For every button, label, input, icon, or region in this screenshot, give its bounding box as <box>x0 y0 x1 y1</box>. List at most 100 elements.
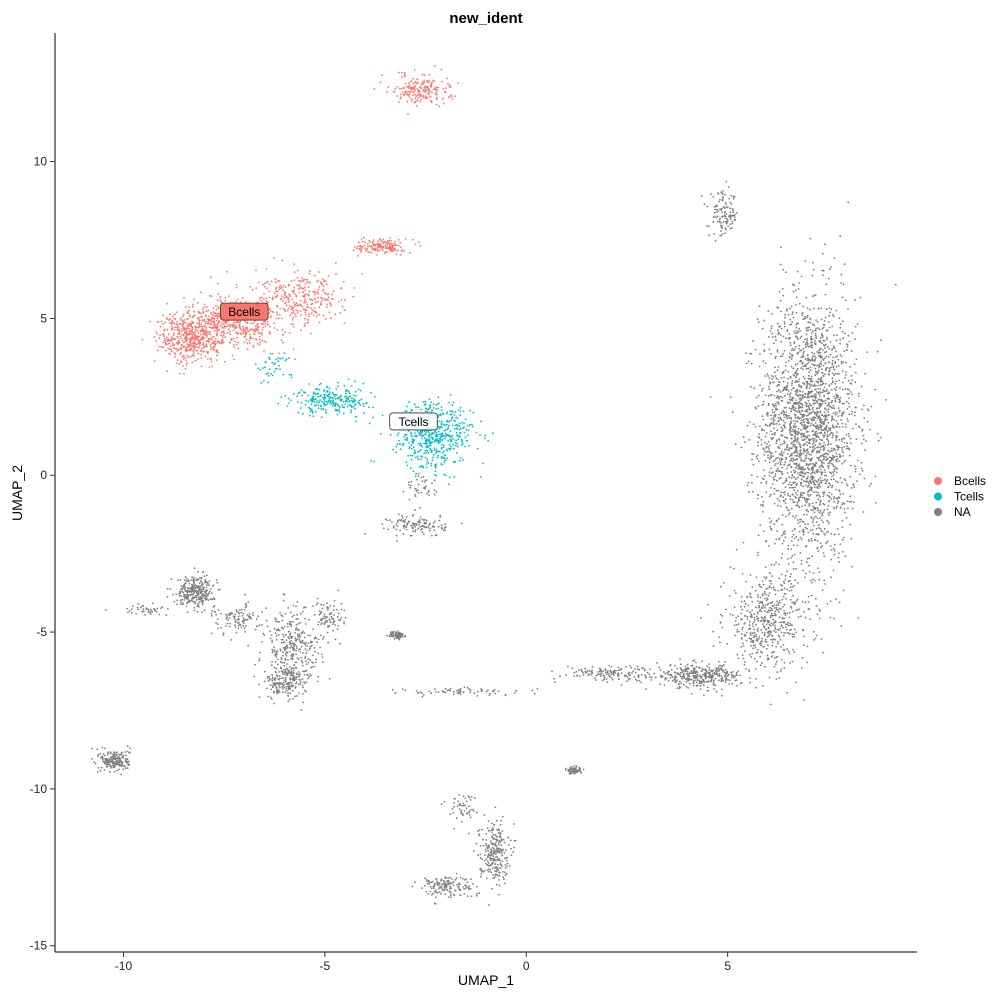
point <box>290 674 292 677</box>
point <box>784 421 786 424</box>
point <box>841 422 844 425</box>
point <box>814 434 817 437</box>
point <box>793 424 795 427</box>
point <box>334 638 337 641</box>
point <box>833 553 836 556</box>
point <box>799 452 802 454</box>
point <box>125 754 127 757</box>
point <box>277 663 279 666</box>
point <box>693 659 696 662</box>
point <box>750 385 752 388</box>
point <box>291 635 294 638</box>
point <box>437 525 440 528</box>
point <box>707 671 710 674</box>
point <box>334 624 336 626</box>
point <box>744 602 747 605</box>
point <box>429 527 432 530</box>
point <box>828 348 830 350</box>
point <box>825 459 828 461</box>
point <box>720 665 722 667</box>
point <box>792 420 795 422</box>
point <box>823 508 826 511</box>
point <box>830 493 833 496</box>
point <box>452 693 455 696</box>
point <box>758 433 761 435</box>
point <box>720 209 723 212</box>
point <box>792 283 794 286</box>
point <box>780 631 783 634</box>
point <box>723 664 725 666</box>
point <box>759 620 762 622</box>
point <box>781 396 784 399</box>
point <box>812 406 814 409</box>
point <box>210 612 213 615</box>
point <box>297 683 300 685</box>
point <box>820 376 823 379</box>
point <box>273 702 276 705</box>
point <box>824 362 827 364</box>
point <box>702 679 705 681</box>
point <box>796 501 799 504</box>
point <box>235 609 238 611</box>
point <box>784 493 786 496</box>
point <box>784 502 787 505</box>
point <box>760 601 763 603</box>
point <box>775 442 778 445</box>
point <box>838 409 841 412</box>
point <box>814 580 816 582</box>
point <box>823 427 826 430</box>
point <box>824 419 826 422</box>
point <box>151 602 154 605</box>
point <box>764 451 767 453</box>
point <box>827 449 829 452</box>
point <box>844 299 847 302</box>
point <box>704 681 706 683</box>
point <box>238 623 241 626</box>
point <box>824 452 827 455</box>
point <box>828 514 830 516</box>
point <box>285 633 287 636</box>
point <box>799 456 801 459</box>
point <box>802 365 804 368</box>
point <box>813 438 816 440</box>
point <box>315 661 317 664</box>
point <box>141 610 144 613</box>
point <box>325 615 327 618</box>
point <box>815 521 818 523</box>
point <box>793 403 795 405</box>
point <box>845 426 847 428</box>
point <box>843 446 846 448</box>
point <box>809 380 812 382</box>
point <box>727 225 730 228</box>
point <box>810 463 812 465</box>
point <box>793 601 795 604</box>
point <box>306 649 309 652</box>
point <box>284 678 287 681</box>
point <box>282 691 284 694</box>
point <box>739 682 742 685</box>
point <box>708 673 711 675</box>
point <box>310 674 312 677</box>
point <box>149 611 152 614</box>
point <box>678 673 681 676</box>
point <box>441 528 443 530</box>
point <box>281 619 284 622</box>
point <box>600 675 602 677</box>
point <box>755 606 758 609</box>
point <box>786 464 789 467</box>
point <box>738 630 740 633</box>
point <box>756 554 759 557</box>
point <box>588 673 590 675</box>
point <box>801 414 804 416</box>
point <box>417 520 420 523</box>
point <box>811 351 813 354</box>
point <box>283 673 286 676</box>
point <box>679 658 681 660</box>
point <box>284 670 287 673</box>
point <box>781 598 784 601</box>
point <box>795 681 797 684</box>
point <box>698 680 701 683</box>
point <box>807 345 810 348</box>
point <box>225 625 227 627</box>
point <box>459 687 462 690</box>
